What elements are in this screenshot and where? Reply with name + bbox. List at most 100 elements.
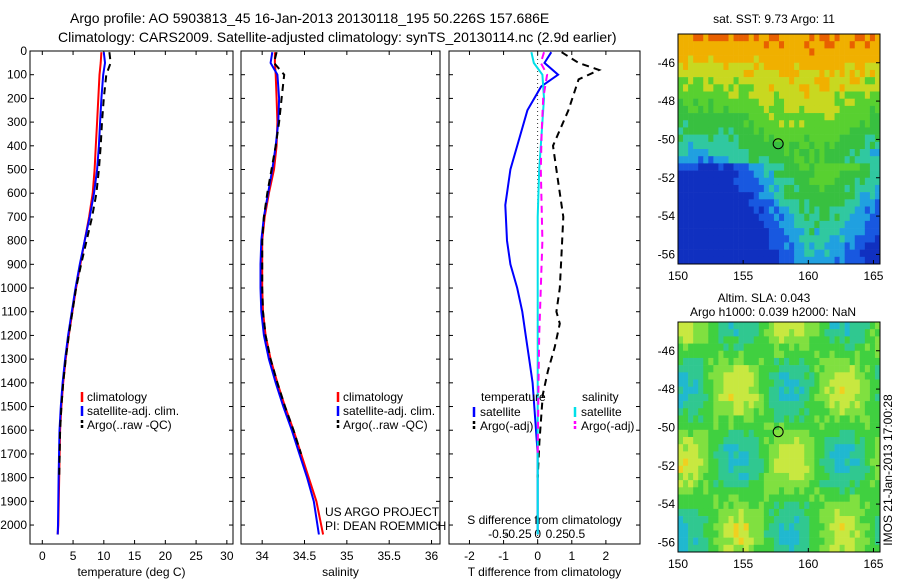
heat-cell xyxy=(728,393,734,402)
heat-cell xyxy=(748,177,755,186)
heat-cell xyxy=(869,77,876,85)
heat-cell xyxy=(799,429,805,438)
heat-cell xyxy=(773,408,780,416)
heat-cell xyxy=(708,149,714,157)
heat-cell xyxy=(859,508,866,517)
heat-cell xyxy=(834,393,840,402)
heat-cell xyxy=(834,249,840,258)
heat-cell xyxy=(779,501,785,510)
heat-cell xyxy=(743,113,749,121)
heat-cell xyxy=(854,322,861,330)
heat-cell xyxy=(874,134,881,143)
heat-cell xyxy=(839,228,845,236)
heat-cell xyxy=(698,415,704,423)
heat-cell xyxy=(703,379,709,387)
heat-cell xyxy=(743,465,749,474)
heat-cell xyxy=(733,69,739,78)
heat-cell xyxy=(758,322,765,330)
heat-cell xyxy=(789,537,795,546)
heat-cell xyxy=(688,480,694,488)
heat-cell xyxy=(854,472,861,481)
heat-cell xyxy=(849,393,856,402)
heat-cell xyxy=(678,41,684,49)
y-tick-label: -46 xyxy=(658,344,676,358)
heat-cell xyxy=(698,465,704,474)
heat-cell xyxy=(753,149,760,157)
heat-cell xyxy=(854,98,861,107)
heat-cell xyxy=(804,34,810,42)
heat-cell xyxy=(763,98,770,107)
heat-cell xyxy=(748,494,755,502)
heat-cell xyxy=(738,256,744,265)
heat-cell xyxy=(809,113,815,121)
heat-cell xyxy=(799,530,805,538)
heat-cell xyxy=(844,134,850,143)
heat-cell xyxy=(723,343,729,352)
heat-cell xyxy=(693,199,699,207)
heat-cell xyxy=(733,422,739,431)
heat-cell xyxy=(874,220,881,229)
heat-cell xyxy=(869,350,876,359)
heat-cell xyxy=(809,516,815,524)
heat-cell xyxy=(869,134,876,143)
heat-cell xyxy=(864,84,871,92)
heat-cell xyxy=(834,156,840,164)
heat-cell xyxy=(693,134,699,143)
heat-cell xyxy=(693,429,699,438)
heat-cell xyxy=(849,494,856,502)
heat-cell xyxy=(864,156,871,164)
heat-cell xyxy=(839,149,845,157)
heat-cell xyxy=(784,199,790,207)
heat-cell xyxy=(809,228,815,236)
heat-cell xyxy=(728,177,734,186)
heat-cell xyxy=(703,91,709,99)
s-axis-label: S difference from climatology xyxy=(467,513,622,527)
heat-cell xyxy=(718,544,724,553)
heat-cell xyxy=(723,386,729,395)
heat-cell xyxy=(814,242,820,250)
heat-cell xyxy=(874,228,881,236)
heat-cell xyxy=(814,235,820,243)
heat-cell xyxy=(824,329,830,337)
heat-cell xyxy=(874,91,881,99)
heat-cell xyxy=(773,105,780,114)
heat-cell xyxy=(809,84,815,92)
heat-cell xyxy=(758,343,765,352)
heat-cell xyxy=(859,379,866,387)
heat-cell xyxy=(748,480,755,488)
heat-cell xyxy=(869,322,876,330)
heat-cell xyxy=(703,494,709,502)
heat-cell xyxy=(693,322,699,330)
heat-cell xyxy=(869,415,876,423)
heat-cell xyxy=(723,141,729,150)
heat-cell xyxy=(864,69,871,78)
heat-cell xyxy=(854,480,861,488)
heat-cell xyxy=(768,127,775,135)
heat-cell xyxy=(804,508,810,517)
heat-cell xyxy=(844,393,850,402)
heat-cell xyxy=(839,379,845,387)
heat-cell xyxy=(794,472,800,481)
heat-cell xyxy=(753,41,760,49)
heat-cell xyxy=(824,41,830,49)
heat-cell xyxy=(874,415,881,423)
heat-cell xyxy=(859,343,866,352)
heat-cell xyxy=(768,62,775,71)
heat-cell xyxy=(723,184,729,193)
heat-cell xyxy=(794,480,800,488)
heat-cell xyxy=(844,249,850,258)
heat-cell xyxy=(708,127,714,135)
heat-cell xyxy=(789,393,795,402)
heat-cell xyxy=(779,41,785,49)
y-tick-label: -54 xyxy=(658,209,676,223)
heat-cell xyxy=(748,516,755,524)
heat-cell xyxy=(773,163,780,171)
heat-cell xyxy=(849,62,856,71)
heat-cell xyxy=(874,494,881,502)
heat-cell xyxy=(869,141,876,150)
heat-cell xyxy=(738,350,744,359)
heat-cell xyxy=(839,134,845,143)
heat-cell xyxy=(804,343,810,352)
heat-cell xyxy=(683,372,689,380)
heat-cell xyxy=(683,458,689,467)
